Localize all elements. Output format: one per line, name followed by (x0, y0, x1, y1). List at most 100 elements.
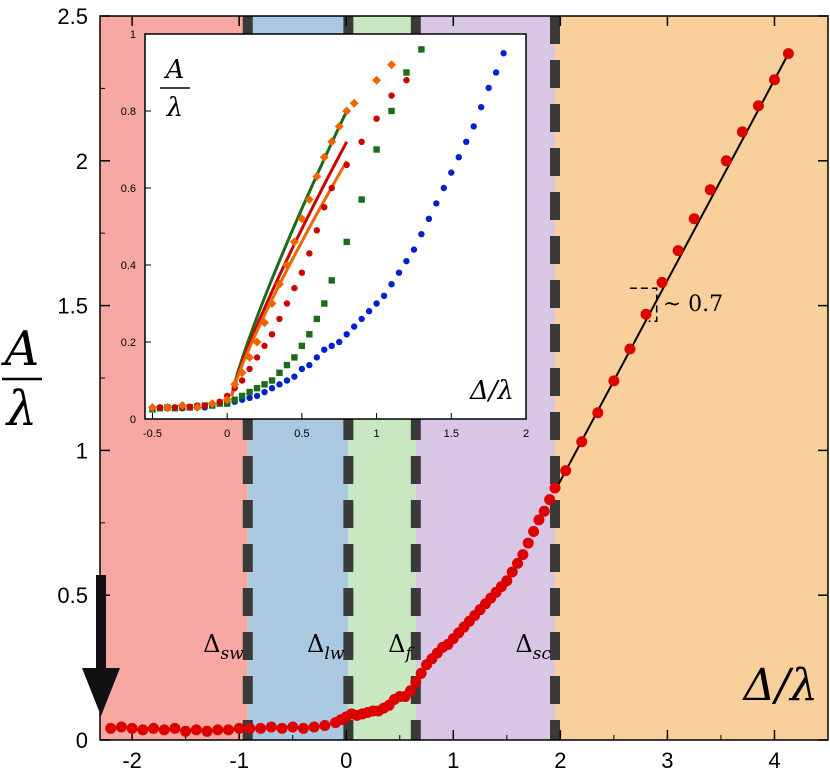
data-point (190, 724, 202, 736)
inset-x-tick-label: 0 (224, 428, 230, 440)
inset-data-point (246, 394, 253, 402)
inset-data-point (312, 171, 322, 181)
y-axis-label-numerator: A (1, 321, 40, 377)
main-axis-ticks: -2 -1 0 1 2 3 4 0 0.5 1 1.5 2 2.5 (57, 4, 829, 773)
boundary-label-sc: Δsc (515, 630, 551, 664)
boundary-label-sw: Δsw (203, 630, 244, 664)
data-point (576, 436, 588, 448)
inset-data-point (162, 402, 172, 412)
inset-data-point (380, 292, 388, 299)
data-point (688, 213, 700, 225)
data-point (404, 685, 416, 697)
inset-data-point (477, 103, 485, 111)
inset-data-point (268, 331, 276, 338)
inset-data-point (282, 260, 292, 270)
y-tick-label: 1.5 (57, 294, 88, 319)
inset-data-point (373, 300, 380, 307)
inset-data-point (298, 342, 306, 350)
inset-data-point (388, 107, 395, 115)
inset-data-point (261, 342, 268, 350)
inset-y-tick-label: 0.2 (121, 337, 136, 349)
inset-data-point (425, 215, 433, 222)
inset-data-point (276, 315, 283, 323)
inset-data-point (306, 250, 313, 257)
inset-data-point (373, 146, 380, 153)
data-point (704, 184, 716, 196)
data-point (522, 537, 534, 549)
y-tick-label: 0 (76, 728, 88, 753)
inset-x-tick-label: 1 (374, 428, 380, 440)
data-point (672, 245, 684, 257)
data-point (538, 505, 550, 517)
boundary-label-lw: Δlw (307, 630, 345, 664)
inset-data-point (253, 354, 261, 361)
inset-data-point (283, 377, 291, 384)
data-point (517, 549, 529, 561)
inset-data-point (358, 315, 365, 323)
y-tick-label: 2 (76, 149, 88, 174)
inset-data-point (463, 138, 470, 145)
inset-data-point (231, 396, 238, 403)
inset-data-point (283, 300, 291, 307)
inset-data-point (297, 214, 307, 224)
data-point (544, 494, 556, 506)
inset-data-point (327, 137, 337, 147)
inset-data-point (306, 331, 313, 338)
inset-data-point (403, 69, 410, 76)
inset-data-point (313, 315, 321, 323)
inset-data-point (388, 92, 395, 99)
inset-data-point (298, 269, 306, 276)
inset-data-point (260, 318, 270, 328)
data-point (506, 566, 518, 578)
inset-data-point (395, 269, 403, 276)
inset-x-axis-label: Δ/λ (469, 376, 514, 406)
slope-triangle (629, 287, 658, 322)
inset-data-point (298, 365, 306, 373)
data-point (768, 74, 780, 86)
inset-data-point (238, 377, 246, 384)
data-point (415, 667, 427, 679)
inset-data-point (403, 77, 410, 84)
data-point (528, 525, 540, 537)
inset-plot: -0.5 0 0.5 1 1.5 2 0 0.2 0.4 0.6 0.8 1 Aλ Δ/λ (121, 29, 529, 440)
inset-data-point (433, 200, 440, 207)
inset-data-point (321, 346, 328, 353)
data-point (297, 722, 309, 734)
data-point (105, 722, 117, 734)
inset-data-point (245, 352, 255, 362)
inset-data-point (291, 373, 298, 380)
inset-data-point (261, 388, 268, 396)
inset-data-point (388, 281, 395, 288)
inset-data-point (201, 402, 208, 409)
inset-y-tick-label: 0 (130, 414, 136, 426)
y-tick-label: 0.5 (57, 583, 88, 608)
inset-data-point (455, 154, 462, 161)
inset-data-point (147, 402, 157, 412)
main-annotations: Aλ Δ/λ Δsw Δlw Δf Δsc ~ 0.7 (1, 287, 818, 716)
fit-line (554, 53, 790, 492)
x-tick-label: -2 (122, 748, 142, 773)
inset-y-tick-label: 0.6 (121, 183, 136, 195)
x-tick-label: 3 (661, 748, 673, 773)
inset-data-point (440, 184, 448, 192)
inset-data-point (418, 46, 425, 53)
x-tick-label: 0 (340, 748, 352, 773)
data-point (640, 308, 652, 320)
data-point (720, 155, 732, 167)
inset-data-point (365, 308, 373, 315)
inset-data-point (238, 392, 246, 400)
inset-data-point (343, 238, 350, 246)
data-point (276, 722, 288, 734)
slope-annotation: ~ 0.7 (663, 292, 723, 317)
inset-data-point (268, 377, 276, 384)
inset-data-point (276, 381, 283, 388)
region-orange (555, 16, 828, 740)
inset-data-point (500, 50, 507, 57)
inset-data-point (283, 361, 291, 369)
data-point (255, 722, 267, 734)
inset-x-tick-label: 0.5 (294, 428, 309, 440)
x-tick-label: 2 (554, 748, 566, 773)
inset-data-point (418, 231, 425, 238)
data-point (501, 575, 513, 587)
